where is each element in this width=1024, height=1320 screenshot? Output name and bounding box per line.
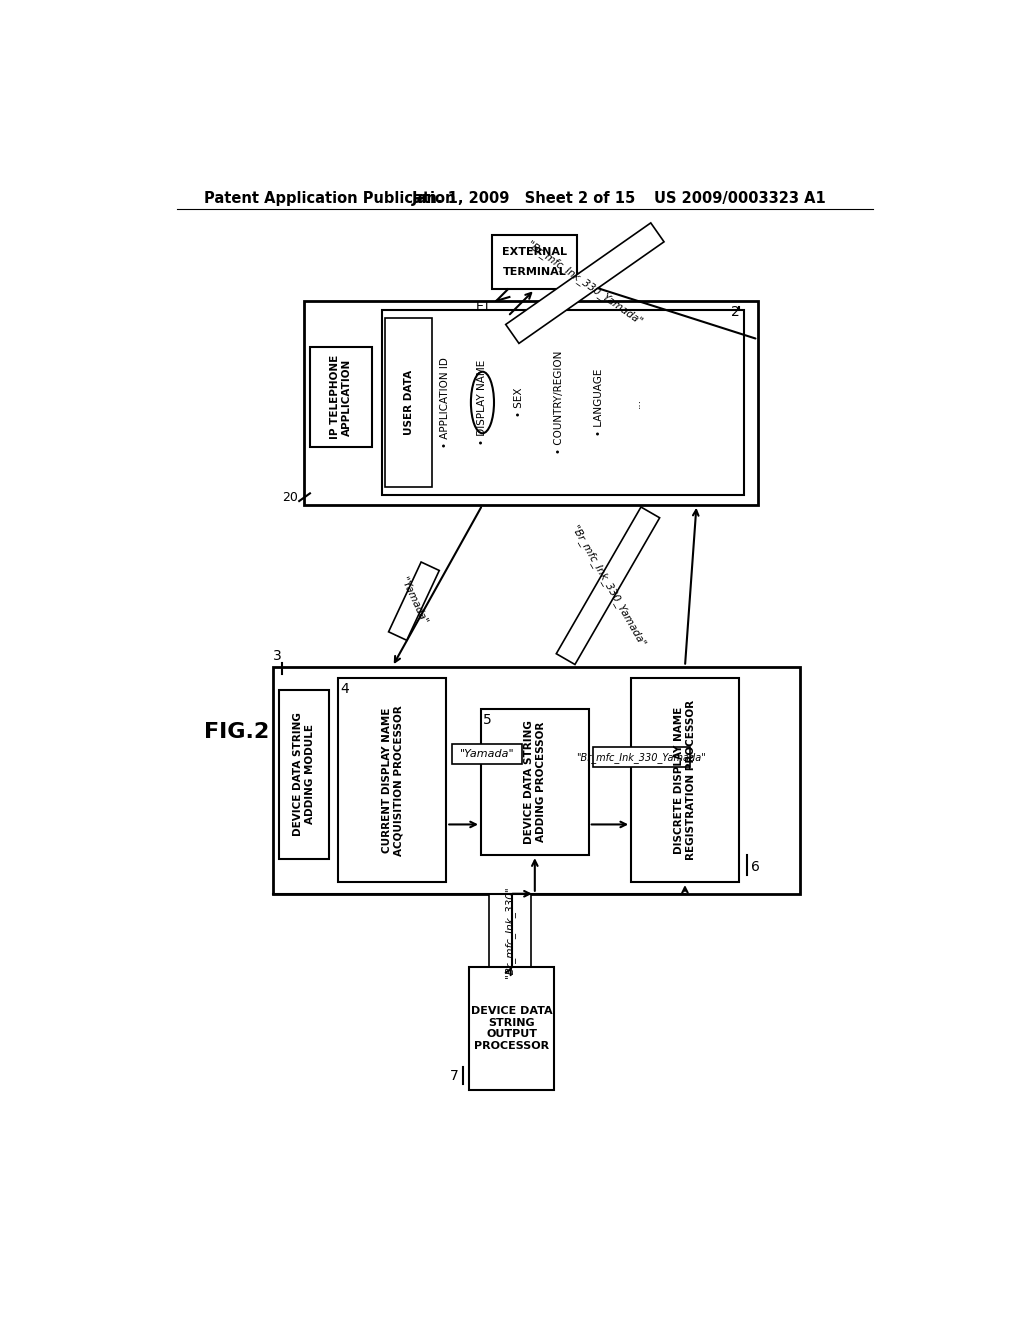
Text: DISCRETE DISPLAY NAME
REGISTRATION PROCESSOR: DISCRETE DISPLAY NAME REGISTRATION PROCE…: [674, 700, 695, 861]
Polygon shape: [556, 507, 659, 664]
Text: FIG.2: FIG.2: [204, 722, 269, 742]
Text: USER DATA: USER DATA: [403, 370, 414, 436]
Bar: [631, 678, 739, 882]
Bar: [339, 678, 446, 882]
Text: "Yamada": "Yamada": [460, 748, 514, 759]
Text: 20: 20: [282, 491, 298, 504]
Text: DEVICE DATA STRING
ADDING PROCESSOR: DEVICE DATA STRING ADDING PROCESSOR: [524, 721, 546, 843]
Text: DEVICE DATA
STRING
OUTPUT
PROCESSOR: DEVICE DATA STRING OUTPUT PROCESSOR: [471, 1006, 553, 1051]
Text: 3: 3: [272, 649, 282, 663]
Bar: [481, 709, 589, 855]
Bar: [382, 310, 744, 495]
Text: 5: 5: [482, 713, 492, 727]
Text: • LANGUAGE: • LANGUAGE: [595, 368, 604, 436]
Bar: [273, 667, 801, 894]
Text: 7: 7: [450, 1069, 459, 1084]
Text: TERMINAL: TERMINAL: [503, 268, 566, 277]
Text: • APPLICATION ID: • APPLICATION ID: [440, 356, 451, 447]
Text: • SEX: • SEX: [514, 388, 524, 417]
Bar: [280, 689, 330, 859]
Text: EXTERNAL: EXTERNAL: [503, 247, 567, 257]
Text: 4: 4: [340, 682, 349, 696]
Text: IP TELEPHONE
APPLICATION: IP TELEPHONE APPLICATION: [330, 355, 351, 440]
Polygon shape: [506, 223, 664, 343]
Text: ET: ET: [475, 300, 492, 313]
Text: ...: ...: [632, 397, 641, 408]
Polygon shape: [388, 562, 439, 640]
Text: DEVICE DATA STRING
ADDING MODULE: DEVICE DATA STRING ADDING MODULE: [294, 713, 315, 837]
Text: • COUNTRY/REGION: • COUNTRY/REGION: [554, 351, 564, 454]
Bar: [304, 301, 758, 506]
Text: Jan. 1, 2009   Sheet 2 of 15: Jan. 1, 2009 Sheet 2 of 15: [412, 191, 636, 206]
Text: CURRENT DISPLAY NAME
ACQUISITION PROCESSOR: CURRENT DISPLAY NAME ACQUISITION PROCESS…: [382, 705, 403, 855]
Text: "Br_mfc_Ink_330_Yamada": "Br_mfc_Ink_330_Yamada": [577, 752, 706, 763]
Bar: [488, 894, 531, 970]
Bar: [310, 347, 372, 447]
Text: 6: 6: [752, 859, 760, 874]
Text: "Br_mfc_Ink_330": "Br_mfc_Ink_330": [505, 887, 515, 978]
Text: "Br_mfc_Ink_330_Yamada": "Br_mfc_Ink_330_Yamada": [525, 239, 644, 327]
Text: "Yamada": "Yamada": [398, 576, 429, 626]
Text: US 2009/0003323 A1: US 2009/0003323 A1: [654, 191, 826, 206]
Text: "Br_mfc_Ink_330_Yamada": "Br_mfc_Ink_330_Yamada": [568, 523, 647, 648]
Bar: [453, 743, 521, 763]
Text: • DISPLAY NAME: • DISPLAY NAME: [477, 360, 487, 445]
Text: 2: 2: [731, 305, 739, 318]
Bar: [493, 235, 578, 289]
Bar: [385, 318, 432, 487]
Bar: [593, 747, 689, 767]
Text: Patent Application Publication: Patent Application Publication: [204, 191, 456, 206]
Bar: [469, 966, 554, 1090]
